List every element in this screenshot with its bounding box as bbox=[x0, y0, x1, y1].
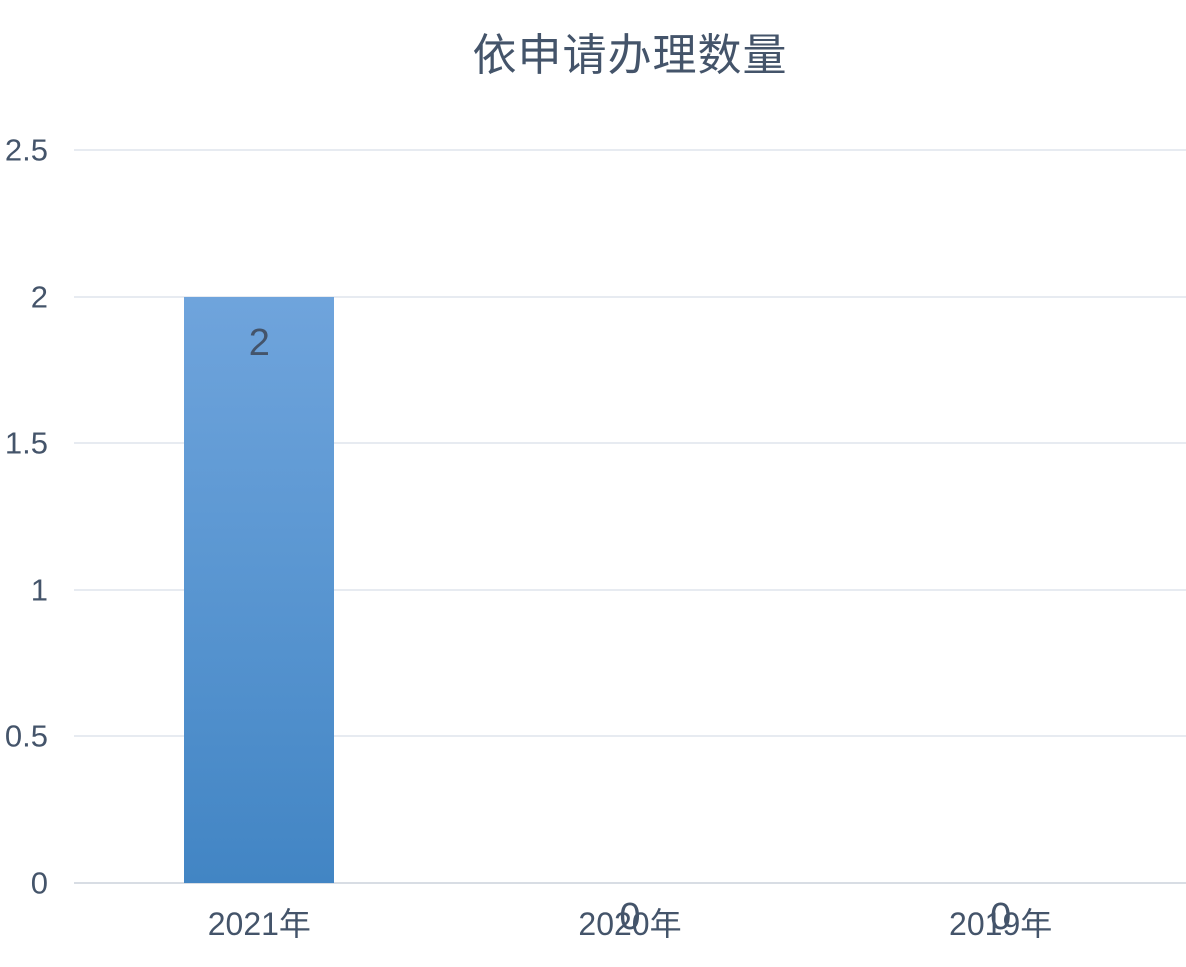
y-tick-label: 1.5 bbox=[4, 425, 48, 461]
plot-area: 2 bbox=[74, 149, 1186, 884]
bar: 2 bbox=[184, 296, 335, 883]
y-tick-label: 2.5 bbox=[4, 132, 48, 168]
chart-title: 依申请办理数量 bbox=[472, 30, 788, 81]
y-tick-label: 2 bbox=[30, 279, 48, 315]
x-tick-label: 2019年 bbox=[949, 906, 1053, 942]
data-label: 0 bbox=[619, 896, 641, 938]
gridline bbox=[74, 295, 1186, 298]
x-axis: 2021年 0 2020年 0 2019年 bbox=[74, 883, 1186, 967]
gridline bbox=[74, 442, 1186, 445]
x-axis-line bbox=[74, 882, 1186, 884]
x-tick-label: 2020年 bbox=[578, 906, 682, 942]
data-label: 2 bbox=[248, 321, 270, 364]
gridline bbox=[74, 588, 1186, 591]
data-label: 0 bbox=[990, 896, 1012, 938]
gridline bbox=[74, 735, 1186, 738]
y-tick-label: 1 bbox=[30, 572, 48, 608]
y-tick-label: 0 bbox=[30, 865, 48, 901]
y-axis: 0 0.5 1 1.5 2 2.5 bbox=[0, 135, 48, 899]
gridline bbox=[74, 149, 1186, 151]
x-tick-label: 2021年 bbox=[207, 906, 311, 942]
y-tick-label: 0.5 bbox=[4, 718, 48, 754]
